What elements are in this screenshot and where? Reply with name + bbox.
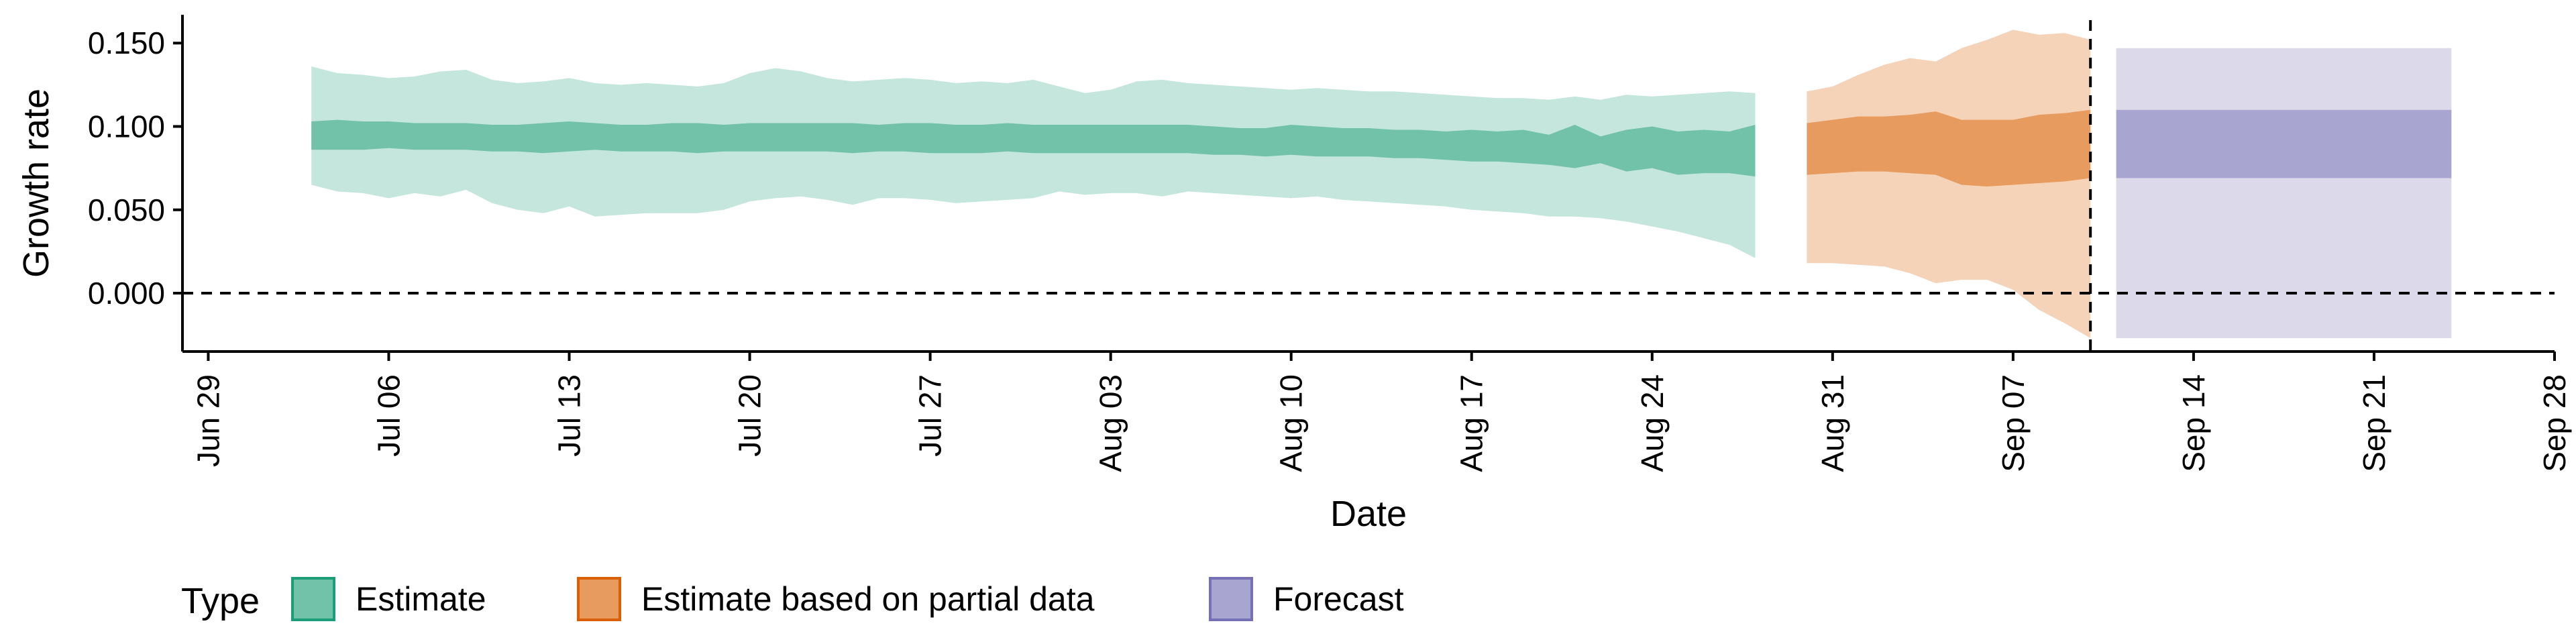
band-50-forecast [2116, 109, 2452, 178]
band-50-estimate-based-on-partial-data [1807, 109, 2091, 186]
x-tick-label: Jul 20 [733, 374, 767, 457]
band-90-estimate [311, 66, 1756, 258]
legend-label-estimate-based-on-partial-data: Estimate based on partial data [641, 580, 1095, 618]
x-tick-label: Sep 07 [1996, 374, 2031, 472]
reference-lines [182, 20, 2555, 352]
band-90-estimate-based-on-partial-data [1807, 30, 2091, 339]
legend-key-estimate-based-on-partial-data [577, 577, 621, 621]
x-tick-label: Sep 28 [2537, 374, 2572, 472]
y-axis-title: Growth rate [16, 89, 56, 278]
y-tick-label: 0.050 [88, 193, 165, 227]
y-tick-label: 0.100 [88, 109, 165, 144]
x-tick-label: Jul 13 [552, 374, 587, 457]
x-tick-label: Aug 24 [1635, 374, 1670, 472]
x-tick-label: Jun 29 [191, 374, 225, 467]
legend-title: Type [181, 581, 260, 621]
legend-key-estimate [291, 577, 335, 621]
legend-key-forecast [1209, 577, 1253, 621]
axes: 0.000 0.050 0.100 0.150 Jun 29 Jul 06 Jul 13 Ju… [88, 15, 2572, 472]
y-tick-label: 0.150 [88, 25, 165, 60]
series-bands [311, 30, 2452, 339]
x-tick-label: Jul 27 [913, 374, 948, 457]
band-50-estimate [311, 119, 1756, 177]
x-tick-label: Aug 03 [1093, 374, 1128, 472]
x-axis-title: Date [1330, 494, 1407, 534]
x-tick-label: Aug 31 [1815, 374, 1850, 472]
band-90-forecast [2116, 48, 2452, 339]
x-tick-label: Aug 17 [1454, 374, 1489, 472]
y-tick-label: 0.000 [88, 276, 165, 311]
legend-label-estimate: Estimate [356, 580, 486, 618]
legend: Type Estimate Estimate based on partial d… [181, 577, 1404, 621]
x-tick-label: Jul 06 [371, 374, 406, 457]
x-tick-label: Sep 14 [2176, 374, 2211, 472]
legend-label-forecast: Forecast [1273, 580, 1404, 618]
x-tick-label: Sep 21 [2357, 374, 2392, 472]
x-tick-label: Aug 10 [1274, 374, 1309, 472]
